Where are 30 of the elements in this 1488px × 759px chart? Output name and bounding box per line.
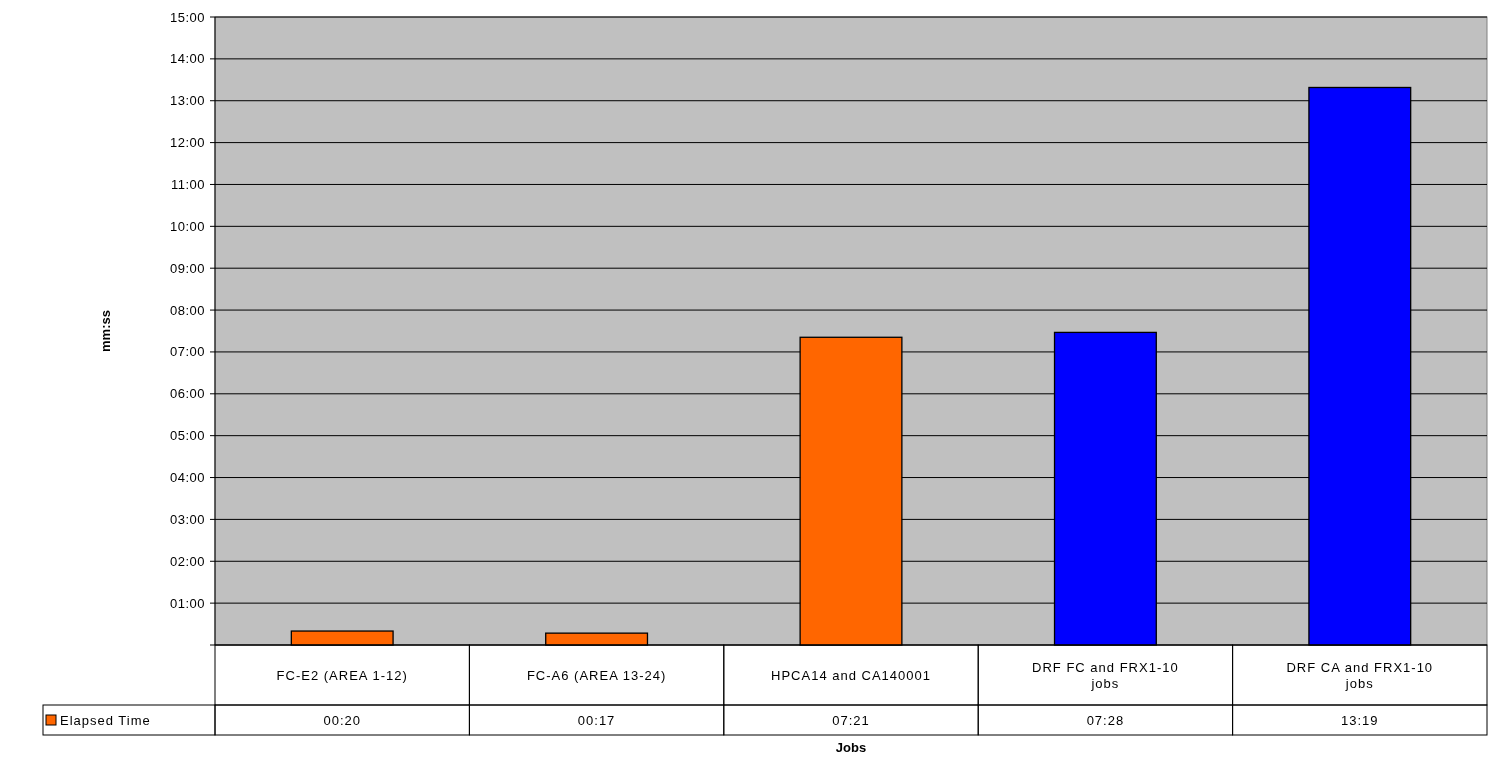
bar	[290, 630, 394, 646]
y-tick-label: 09:00	[169, 260, 205, 276]
x-tick-label: DRF CA and FRX1-10 jobs	[1286, 659, 1434, 691]
y-tick-label: 04:00	[169, 470, 205, 486]
y-tick-label: 13:00	[169, 93, 205, 109]
legend-label: Elapsed Time	[60, 712, 151, 728]
y-tick-label: 11:00	[170, 177, 205, 193]
x-tick-label: HPCA14 and CA140001	[771, 667, 931, 683]
data-label: 07:21	[832, 712, 870, 728]
y-tick-label: 15:00	[169, 9, 205, 25]
x-axis-title: Jobs	[835, 740, 867, 755]
y-axis-title: mm:ss	[98, 310, 113, 352]
y-tick-label: 06:00	[169, 386, 205, 402]
y-tick-label: 01:00	[169, 595, 205, 611]
y-tick-label: 02:00	[169, 553, 205, 569]
y-tick-label: 10:00	[169, 218, 205, 234]
y-tick-label: 05:00	[169, 428, 205, 444]
y-tick-label: 14:00	[169, 51, 205, 67]
bar	[545, 632, 649, 646]
y-tick-label: 08:00	[169, 302, 205, 318]
x-tick-label: FC-E2 (AREA 1-12)	[276, 667, 408, 683]
x-tick-label: FC-A6 (AREA 13-24)	[526, 667, 667, 683]
x-tick-label: DRF FC and FRX1-10 jobs	[1032, 659, 1179, 691]
data-label: 00:17	[577, 712, 616, 728]
y-tick-label: 12:00	[169, 135, 205, 151]
data-label: 00:20	[323, 712, 361, 728]
data-label: 13:19	[1341, 712, 1379, 728]
y-tick-label: 03:00	[169, 511, 205, 527]
data-label: 07:28	[1086, 712, 1125, 728]
y-tick-label: 07:00	[169, 344, 205, 360]
